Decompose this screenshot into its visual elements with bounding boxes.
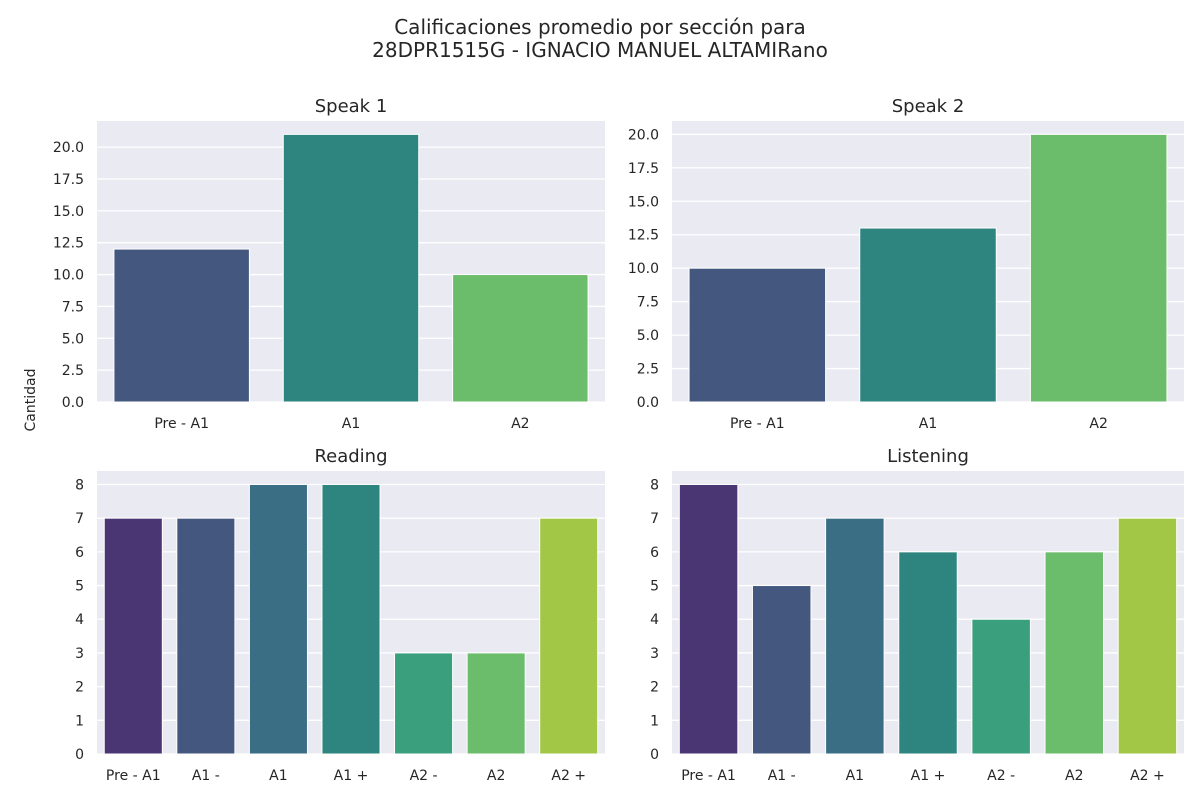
bar-speak-1 xyxy=(113,248,250,403)
y-tick-label-reading: 6 xyxy=(75,545,84,561)
y-tick-label-reading: 8 xyxy=(75,477,84,493)
x-tick-label-listening: A1 - xyxy=(768,768,796,784)
x-tick-label-speak-2: Pre - A1 xyxy=(730,416,785,432)
bar-reading xyxy=(176,517,236,755)
x-tick-label-speak-1: Pre - A1 xyxy=(154,416,209,432)
y-tick-label-speak-2: 0.0 xyxy=(637,395,659,411)
y-tick-label-speak-2: 20.0 xyxy=(628,127,659,143)
bar-reading xyxy=(248,483,308,755)
y-tick-label-listening: 8 xyxy=(650,477,659,493)
bar-speak-2 xyxy=(688,267,827,403)
chart-listening: 0 1 2 3 4 5 6 7 8 Pre - A1 A1 - A1 A1 + A2 - A2 A2 + Lis… xyxy=(650,446,1184,784)
x-tick-label-listening: A2 - xyxy=(987,768,1015,784)
figure-title-line1: Calificaciones promedio por sección para xyxy=(394,15,806,39)
bar-listening xyxy=(678,483,739,755)
y-tick-label-reading: 4 xyxy=(75,612,84,628)
bar-listening xyxy=(825,517,885,755)
x-tick-label-listening: Pre - A1 xyxy=(681,768,736,784)
y-tick-label-speak-2: 10.0 xyxy=(628,261,659,277)
y-tick-label-speak-2: 15.0 xyxy=(628,194,659,210)
x-tick-label-speak-1: A2 xyxy=(511,416,529,432)
y-tick-label-listening: 4 xyxy=(650,612,659,628)
y-tick-label-speak-2: 17.5 xyxy=(628,161,659,177)
y-tick-label-reading: 2 xyxy=(75,680,84,696)
x-tick-label-reading: A2 - xyxy=(410,768,438,784)
y-tick-label-speak-1: 0.0 xyxy=(62,395,84,411)
y-tick-label-speak-1: 7.5 xyxy=(62,299,84,315)
y-tick-label-listening: 5 xyxy=(650,579,659,595)
chart-speak-2: 0.0 2.5 5.0 7.5 10.0 12.5 15.0 17.5 20.0 Pre - A1… xyxy=(628,96,1184,432)
bar-speak-2 xyxy=(1029,133,1168,403)
x-tick-label-speak-2: A1 xyxy=(919,416,937,432)
bar-speak-1 xyxy=(282,133,420,403)
figure-title-line2: 28DPR1515G - IGNACIO MANUEL ALTAMIRano xyxy=(372,38,828,62)
y-tick-label-listening: 3 xyxy=(650,646,659,662)
y-tick-label-speak-2: 5.0 xyxy=(637,328,659,344)
y-tick-label-speak-2: 7.5 xyxy=(637,295,659,311)
x-tick-label-reading: A2 xyxy=(487,768,505,784)
y-tick-label-speak-1: 17.5 xyxy=(53,172,84,188)
y-tick-label-speak-1: 10.0 xyxy=(53,268,84,284)
chart-reading: 0 1 2 3 4 5 6 7 8 Pre - A1 A1 - A1 A1 + A2 - A2 A2 + Rea… xyxy=(75,446,605,784)
bar-reading xyxy=(539,517,599,755)
x-tick-label-reading: A2 + xyxy=(551,768,586,784)
bar-listening xyxy=(971,618,1031,755)
chart-title-speak-1: Speak 1 xyxy=(315,96,388,117)
chart-title-speak-2: Speak 2 xyxy=(892,96,965,117)
bar-speak-1 xyxy=(452,274,589,403)
y-tick-label-reading: 7 xyxy=(75,511,84,527)
y-tick-label-speak-2: 2.5 xyxy=(637,362,659,378)
y-tick-label-reading: 0 xyxy=(75,747,84,763)
bar-reading xyxy=(321,483,381,755)
bar-listening xyxy=(898,551,958,755)
chart-speak-1: 0.0 2.5 5.0 7.5 10.0 12.5 15.0 17.5 20.0 Pre - A1… xyxy=(53,96,605,432)
x-tick-label-reading: A1 - xyxy=(192,768,220,784)
chart-title-reading: Reading xyxy=(314,446,387,467)
y-tick-label-reading: 1 xyxy=(75,713,84,729)
x-tick-label-speak-1: A1 xyxy=(342,416,360,432)
y-tick-label-listening: 7 xyxy=(650,511,659,527)
y-tick-label-speak-1: 20.0 xyxy=(53,140,84,156)
y-tick-label-reading: 3 xyxy=(75,646,84,662)
chart-title-listening: Listening xyxy=(887,446,969,467)
bar-speak-2 xyxy=(859,227,997,403)
x-tick-label-listening: A1 xyxy=(846,768,864,784)
x-tick-label-reading: A1 + xyxy=(334,768,369,784)
bar-listening xyxy=(1117,517,1178,755)
bar-listening xyxy=(751,585,812,755)
y-tick-label-listening: 1 xyxy=(650,713,659,729)
x-tick-label-listening: A2 + xyxy=(1130,768,1165,784)
y-tick-label-speak-1: 15.0 xyxy=(53,204,84,220)
bar-reading xyxy=(466,652,526,755)
bar-reading xyxy=(103,517,163,755)
y-tick-label-listening: 2 xyxy=(650,680,659,696)
y-tick-label-speak-1: 12.5 xyxy=(53,236,84,252)
bar-reading xyxy=(394,652,454,755)
x-tick-label-listening: A1 + xyxy=(911,768,946,784)
y-tick-label-speak-1: 5.0 xyxy=(62,331,84,347)
x-tick-label-reading: A1 xyxy=(269,768,287,784)
x-tick-label-reading: Pre - A1 xyxy=(106,768,161,784)
y-tick-label-listening: 0 xyxy=(650,747,659,763)
x-tick-label-speak-2: A2 xyxy=(1089,416,1107,432)
x-tick-label-listening: A2 xyxy=(1065,768,1083,784)
y-tick-label-speak-2: 12.5 xyxy=(628,228,659,244)
y-tick-label-listening: 6 xyxy=(650,545,659,561)
y-tick-label-speak-1: 2.5 xyxy=(62,363,84,379)
y-tick-label-reading: 5 xyxy=(75,579,84,595)
bar-listening xyxy=(1044,551,1105,755)
